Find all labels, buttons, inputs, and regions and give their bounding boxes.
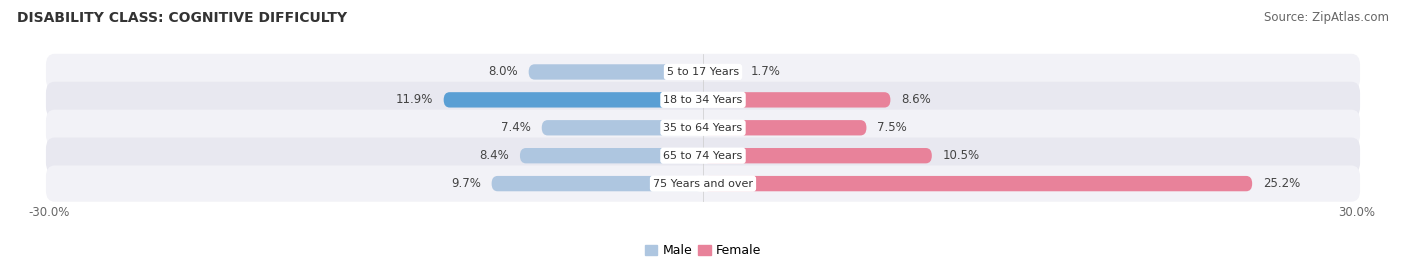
FancyBboxPatch shape	[703, 64, 740, 80]
Text: Source: ZipAtlas.com: Source: ZipAtlas.com	[1264, 11, 1389, 24]
Text: 10.5%: 10.5%	[942, 149, 980, 162]
Text: 25.2%: 25.2%	[1263, 177, 1301, 190]
FancyBboxPatch shape	[703, 92, 890, 108]
FancyBboxPatch shape	[520, 148, 703, 163]
Text: 8.4%: 8.4%	[479, 149, 509, 162]
FancyBboxPatch shape	[444, 92, 703, 108]
Text: 9.7%: 9.7%	[451, 177, 481, 190]
FancyBboxPatch shape	[703, 120, 866, 136]
FancyBboxPatch shape	[46, 82, 1360, 118]
Text: 18 to 34 Years: 18 to 34 Years	[664, 95, 742, 105]
FancyBboxPatch shape	[46, 165, 1360, 202]
Text: 11.9%: 11.9%	[395, 93, 433, 106]
Text: 75 Years and over: 75 Years and over	[652, 179, 754, 189]
FancyBboxPatch shape	[529, 64, 703, 80]
FancyBboxPatch shape	[703, 148, 932, 163]
FancyBboxPatch shape	[492, 176, 703, 191]
Text: 35 to 64 Years: 35 to 64 Years	[664, 123, 742, 133]
Text: 1.7%: 1.7%	[751, 65, 780, 79]
Text: 7.5%: 7.5%	[877, 121, 907, 134]
FancyBboxPatch shape	[46, 54, 1360, 90]
Text: 65 to 74 Years: 65 to 74 Years	[664, 151, 742, 161]
Text: 8.0%: 8.0%	[488, 65, 517, 79]
Text: 7.4%: 7.4%	[501, 121, 531, 134]
FancyBboxPatch shape	[46, 137, 1360, 174]
FancyBboxPatch shape	[46, 110, 1360, 146]
Legend: Male, Female: Male, Female	[640, 239, 766, 262]
Text: 5 to 17 Years: 5 to 17 Years	[666, 67, 740, 77]
FancyBboxPatch shape	[541, 120, 703, 136]
Text: DISABILITY CLASS: COGNITIVE DIFFICULTY: DISABILITY CLASS: COGNITIVE DIFFICULTY	[17, 11, 347, 25]
Text: 8.6%: 8.6%	[901, 93, 931, 106]
FancyBboxPatch shape	[703, 176, 1253, 191]
